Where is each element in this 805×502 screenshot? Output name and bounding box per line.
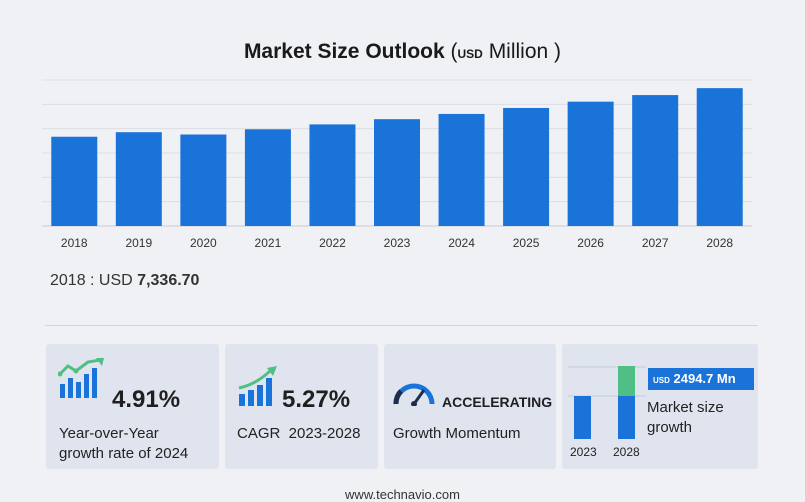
yoy-card: 4.91% Year-over-Year growth rate of 2024	[46, 344, 219, 469]
x-tick-label: 2023	[384, 236, 411, 250]
growth-tag-value: 2494.7 Mn	[673, 371, 736, 386]
growth-card: 2023 2028 Market size growth	[562, 344, 758, 469]
cagr-value: 5.27%	[282, 386, 351, 413]
momentum-card: ACCELERATING Growth Momentum	[384, 344, 556, 469]
x-tick-label: 2024	[448, 236, 475, 250]
growth-year-end: 2028	[613, 445, 640, 459]
growth-chart-icon	[58, 358, 104, 398]
title-unit-small: USD	[457, 47, 483, 61]
x-tick-label: 2026	[577, 236, 604, 250]
bar-2028	[696, 88, 743, 226]
x-tick-label: 2028	[706, 236, 733, 250]
yoy-label-line1: Year-over-Year	[59, 425, 159, 442]
cagr-card: 5.27% CAGR 2023-2028	[225, 344, 378, 469]
bar-2022	[309, 124, 356, 226]
bar-2018	[51, 136, 98, 226]
title-paren-open: (	[450, 40, 458, 63]
x-tick-label: 2025	[513, 236, 540, 250]
cagr-chart-icon	[238, 366, 277, 406]
yoy-label-line2: growth rate of 2024	[59, 445, 189, 462]
bar-2021	[244, 129, 291, 226]
growth-label-line1: Market size	[647, 399, 724, 416]
cagr-label: CAGR 2023-2028	[237, 425, 361, 442]
growth-bar-2028	[618, 396, 635, 439]
bar-2026	[567, 101, 614, 226]
growth-increment-bar	[618, 366, 635, 396]
start-year-value: 7,336.70	[137, 272, 200, 289]
chart-title: Market Size Outlook (USD Million )	[0, 40, 805, 64]
momentum-label: Growth Momentum	[393, 425, 521, 442]
x-tick-label: 2027	[642, 236, 669, 250]
x-tick-label: 2021	[255, 236, 282, 250]
growth-value-tag: USD 2494.7 Mn	[648, 368, 754, 390]
growth-mini-chart: 2023 2028	[568, 366, 646, 459]
title-paren-close: )	[554, 40, 562, 63]
start-year-label: 2018 : USD	[50, 272, 133, 289]
title-unit-big: Million	[488, 40, 549, 63]
bar-2027	[632, 95, 679, 226]
growth-year-start: 2023	[570, 445, 597, 459]
growth-label-line2: growth	[647, 419, 693, 436]
x-tick-label: 2022	[319, 236, 346, 250]
footer-source: www.technavio.com	[345, 487, 460, 502]
momentum-value: ACCELERATING	[442, 394, 553, 410]
start-year-stat: 2018 : USD 7,336.70	[50, 272, 199, 290]
bar-chart: 2018 2019 2020 2021 2022 2023 2024 2025 2026 2027…	[42, 79, 752, 250]
x-tick-label: 2020	[190, 236, 217, 250]
chart-title-main: Market Size Outlook	[243, 40, 445, 63]
bar-2024	[438, 113, 485, 226]
yoy-value: 4.91%	[112, 386, 181, 413]
divider	[45, 325, 758, 326]
x-tick-label: 2018	[61, 236, 88, 250]
speedometer-icon	[393, 383, 435, 406]
bar-2019	[115, 132, 162, 226]
x-tick-label: 2019	[125, 236, 152, 250]
bar-2025	[503, 107, 550, 226]
bar-2023	[374, 119, 420, 226]
growth-tag-unit: USD	[653, 376, 670, 385]
growth-bar-2023	[574, 396, 591, 439]
bar-2020	[180, 134, 227, 226]
